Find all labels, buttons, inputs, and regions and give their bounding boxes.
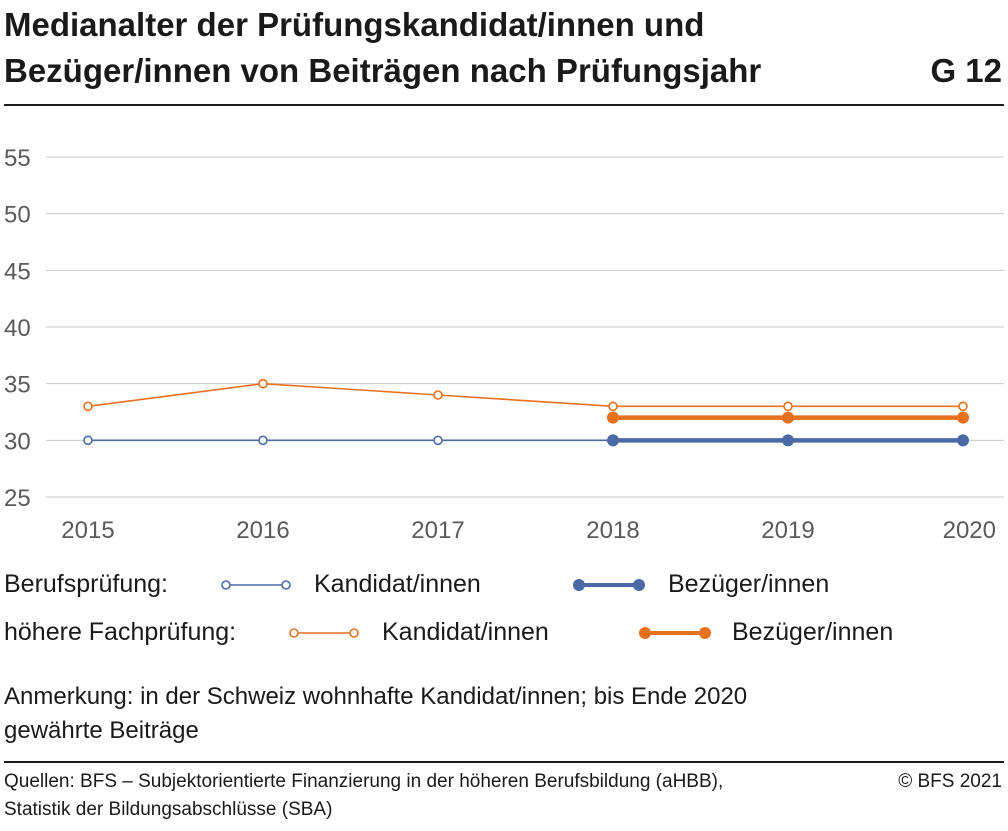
x-tick-label-2015: 2015 [61,517,114,544]
y-tick-label-40: 40 [4,315,31,342]
note-line-2: gewährte Beiträge [4,717,199,744]
chart-code: G 12 [930,52,1002,89]
legend-group-label: höhere Fachprüfung: [4,618,237,646]
point-bp_bez-2019 [782,434,794,447]
point-bp_kand-2016 [258,435,268,446]
chart-note: Anmerkung: in der Schweiz wohnhafte Kand… [4,680,1004,748]
grid-lines [46,156,1004,498]
legend-label-hf-kandidat: Kandidat/innen [382,618,549,646]
legend-swatch-hf-bezueger [639,627,711,639]
point-bp_kand-2015 [83,435,93,446]
x-tick-label-2016: 2016 [236,517,289,544]
source-footer: Quellen: BFS – Subjektorientierte Finanz… [4,768,1004,824]
legend-group-label: Berufsprüfung: [4,570,168,598]
point-hf_kand-2015 [83,401,93,412]
series-layer [83,378,969,447]
point-hf_kand-2018 [608,401,618,412]
point-bp_bez-2020 [957,434,969,447]
x-tick-label-2020: 2020 [943,517,996,544]
x-tick-label-2018: 2018 [586,517,639,544]
legend-swatch-hf-kandidat [289,628,359,638]
line-chart: 25 30 35 40 45 50 55 2015 2016 2017 2018 2019 2020 [4,145,1004,544]
y-tick-label-55: 55 [4,145,31,172]
series-hf_bez [607,411,969,424]
y-tick-label-30: 30 [4,428,31,455]
y-tick-label-45: 45 [4,258,31,285]
y-tick-label-25: 25 [4,485,31,512]
legend-label-hf-bezueger: Bezüger/innen [732,618,894,646]
point-hf_kand-2017 [433,390,443,400]
point-hf_kand-2020 [958,401,968,412]
y-axis: 25 30 35 40 45 50 55 [4,145,31,512]
series-line-hf_kand [87,382,963,408]
legend-label-bp-kandidat: Kandidat/innen [314,570,481,598]
note-line-1: Anmerkung: in der Schweiz wohnhafte Kand… [4,683,748,710]
x-axis: 2015 2016 2017 2018 2019 2020 [61,517,996,544]
point-hf_kand-2016 [258,378,268,389]
y-tick-label-35: 35 [4,372,31,399]
source-line-1: Quellen: BFS – Subjektorientierte Finanz… [4,771,724,792]
x-tick-label-2017: 2017 [411,517,464,544]
footer-rule [4,761,1004,763]
point-hf_bez-2020 [957,411,969,424]
point-hf_kand-2019 [783,401,793,412]
legend-swatch-bp-kandidat [221,580,291,590]
point-hf_bez-2018 [607,411,619,424]
title-line-1: Medianalter der Prüfungskandidat/innen u… [4,6,705,43]
source-line-2: Statistik der Bildungsabschlüsse (SBA) [4,799,333,820]
x-tick-label-2019: 2019 [761,517,814,544]
copyright: © BFS 2021 [898,771,1002,792]
legend-label-bp-bezueger: Bezüger/innen [668,570,830,598]
point-hf_bez-2019 [782,411,794,424]
point-bp_bez-2018 [607,434,619,447]
y-tick-label-50: 50 [4,202,31,229]
series-bp_bez [607,434,969,447]
series-hf_kand [83,378,968,412]
title-rule [4,104,1004,106]
title-line-2: Bezüger/innen von Beiträgen nach Prüfung… [4,52,762,89]
point-bp_kand-2017 [433,435,443,446]
legend-swatch-bp-bezueger [573,579,645,591]
